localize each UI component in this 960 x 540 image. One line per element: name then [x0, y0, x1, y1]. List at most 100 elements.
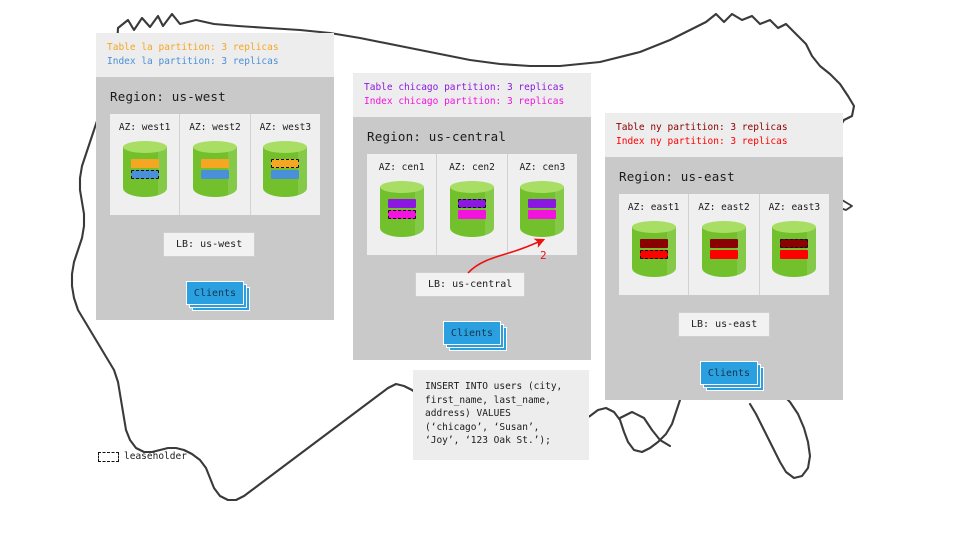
- index-partition-label: Index ny partition: 3 replicas: [616, 136, 788, 147]
- table-replica-band: [639, 239, 668, 248]
- az-container-us-west: AZ: west1 AZ: west2: [110, 114, 320, 215]
- az-label: AZ: cen2: [449, 162, 495, 173]
- database-cylinder[interactable]: [192, 141, 237, 203]
- region-title: Region: us-east: [619, 169, 735, 184]
- index-replica-band: [709, 250, 738, 259]
- clients-stack-front: [700, 361, 758, 385]
- cylinder-top: [263, 141, 308, 153]
- database-cylinder[interactable]: [520, 181, 565, 243]
- cylinder-top: [520, 181, 565, 193]
- table-partition-label: Table la partition: 3 replicas: [107, 42, 279, 53]
- table-partition-label: Table chicago partition: 3 replicas: [364, 82, 565, 93]
- az-west3[interactable]: AZ: west3: [251, 114, 320, 215]
- replica-bands: [632, 239, 676, 261]
- az-label: AZ: cen1: [378, 162, 425, 173]
- az-cen1[interactable]: AZ: cen1: [367, 154, 438, 255]
- az-label: AZ: cen3: [519, 162, 566, 173]
- replica-bands: [123, 159, 167, 181]
- table-replica-band: [387, 199, 416, 208]
- az-label: AZ: west2: [189, 122, 241, 133]
- load-balancer-us-west[interactable]: LB: us-west: [163, 232, 256, 257]
- cylinder-barrel: [449, 187, 494, 237]
- index-partition-label: Index chicago partition: 3 replicas: [364, 96, 565, 107]
- load-balancer-us-central[interactable]: LB: us-central: [415, 272, 526, 297]
- index-replica-band-leaseholder: [639, 250, 668, 259]
- index-replica-band-leaseholder: [130, 170, 159, 179]
- index-replica-band: [200, 170, 229, 179]
- database-cylinder[interactable]: [449, 181, 494, 243]
- replica-bands: [772, 239, 816, 261]
- az-west1[interactable]: AZ: west1: [110, 114, 181, 215]
- database-cylinder[interactable]: [701, 221, 746, 283]
- az-cen3[interactable]: AZ: cen3: [508, 154, 577, 255]
- table-replica-band: [200, 159, 229, 168]
- az-west2[interactable]: AZ: west2: [180, 114, 251, 215]
- region-panel-us-central: Table chicago partition: 3 replicas Inde…: [353, 73, 591, 360]
- region-panel-us-east: Table ny partition: 3 replicas Index ny …: [605, 113, 843, 400]
- replica-bands: [263, 159, 307, 181]
- az-label: AZ: west3: [259, 122, 312, 133]
- index-replica-band-leaseholder: [387, 210, 416, 219]
- leaseholder-swatch-icon: [98, 451, 119, 462]
- cylinder-top: [449, 181, 494, 193]
- cylinder-top: [192, 141, 237, 153]
- az-east3[interactable]: AZ: east3: [760, 194, 829, 295]
- region-header-us-central: Table chicago partition: 3 replicas Inde…: [353, 73, 591, 117]
- table-partition-label: Table ny partition: 3 replicas: [616, 122, 788, 133]
- az-east1[interactable]: AZ: east1: [619, 194, 690, 295]
- replica-bands: [380, 199, 424, 221]
- az-cen2[interactable]: AZ: cen2: [437, 154, 508, 255]
- index-replica-band: [528, 210, 557, 219]
- az-label: AZ: west1: [118, 122, 171, 133]
- sql-insert-statement: INSERT INTO users (city, first_name, las…: [413, 370, 589, 460]
- table-replica-band-leaseholder: [271, 159, 300, 168]
- arrow-step-label: 2: [540, 249, 547, 262]
- region-panel-us-west: Table la partition: 3 replicas Index la …: [96, 33, 334, 320]
- database-cylinder[interactable]: [379, 181, 424, 243]
- az-container-us-east: AZ: east1 AZ: east2: [619, 194, 829, 295]
- clients-us-west[interactable]: Clients: [186, 281, 250, 311]
- index-replica-band: [457, 210, 486, 219]
- cylinder-top: [701, 221, 746, 233]
- az-label: AZ: east3: [768, 202, 821, 213]
- database-cylinder[interactable]: [772, 221, 817, 283]
- database-cylinder[interactable]: [263, 141, 308, 203]
- table-replica-band: [130, 159, 159, 168]
- clients-stack-front: [443, 321, 501, 345]
- cylinder-top: [122, 141, 167, 153]
- region-title: Region: us-west: [110, 89, 226, 104]
- cylinder-top: [379, 181, 424, 193]
- legend-leaseholder: leaseholder: [98, 451, 187, 462]
- table-replica-band-leaseholder: [780, 239, 809, 248]
- replica-bands: [520, 199, 564, 221]
- cylinder-top: [772, 221, 817, 233]
- replica-bands: [193, 159, 237, 181]
- database-cylinder[interactable]: [631, 221, 676, 283]
- table-replica-band: [528, 199, 557, 208]
- az-east2[interactable]: AZ: east2: [689, 194, 760, 295]
- index-partition-label: Index la partition: 3 replicas: [107, 56, 279, 67]
- table-replica-band: [709, 239, 738, 248]
- legend-label: leaseholder: [124, 451, 187, 462]
- clients-label: Clients: [193, 287, 237, 299]
- database-cylinder[interactable]: [122, 141, 167, 203]
- region-header-us-east: Table ny partition: 3 replicas Index ny …: [605, 113, 843, 157]
- replica-bands: [450, 199, 494, 221]
- az-container-us-central: AZ: cen1 AZ: cen2: [367, 154, 577, 255]
- cylinder-top: [631, 221, 676, 233]
- clients-us-central[interactable]: Clients: [443, 321, 507, 351]
- clients-label: Clients: [450, 327, 494, 339]
- load-balancer-us-east[interactable]: LB: us-east: [678, 312, 771, 337]
- region-header-us-west: Table la partition: 3 replicas Index la …: [96, 33, 334, 77]
- clients-us-east[interactable]: Clients: [700, 361, 764, 391]
- index-replica-band: [271, 170, 300, 179]
- clients-label: Clients: [707, 367, 751, 379]
- az-label: AZ: east2: [698, 202, 750, 213]
- region-title: Region: us-central: [367, 129, 507, 144]
- replica-bands: [702, 239, 746, 261]
- clients-stack-front: [186, 281, 244, 305]
- index-replica-band: [780, 250, 809, 259]
- table-replica-band-leaseholder: [457, 199, 486, 208]
- az-label: AZ: east1: [627, 202, 680, 213]
